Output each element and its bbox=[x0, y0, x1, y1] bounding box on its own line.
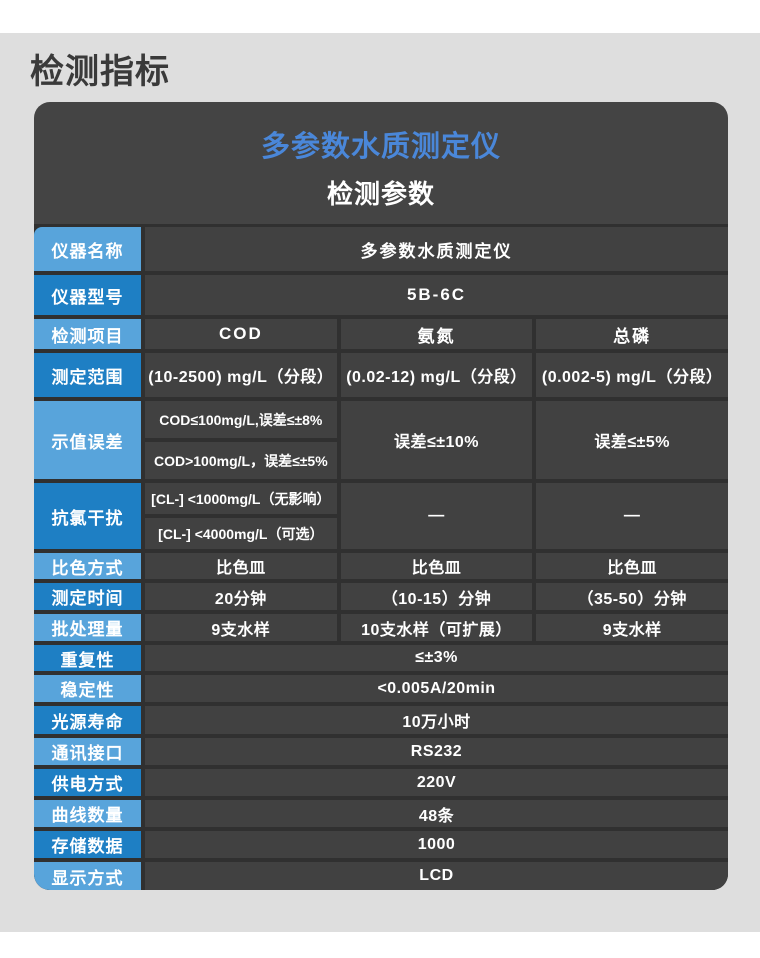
card-title: 多参数水质测定仪 bbox=[260, 131, 501, 163]
row-label-chloride-resistance: 抗氯干扰 bbox=[34, 483, 141, 549]
value-cell-measuring-time-2: （35-50）分钟 bbox=[536, 583, 728, 610]
value-cell-detection-items-2: 总磷 bbox=[536, 319, 728, 349]
value-cell-measuring-range-0: (10-2500) mg/L（分段） bbox=[145, 353, 337, 397]
row-label-measuring-time: 测定时间 bbox=[34, 583, 141, 610]
row-label-lamp-life: 光源寿命 bbox=[34, 706, 141, 734]
page-title: 检测指标 bbox=[30, 53, 170, 91]
row-label-repeatability: 重复性 bbox=[34, 645, 141, 671]
row-label-display-type: 显示方式 bbox=[34, 862, 141, 890]
spec-table: 仪器名称 多参数水质测定仪 仪器型号 5B-6C 检测项目 COD 氨氮 总磷测定范围 (10-… bbox=[34, 224, 728, 890]
row-label-stability: 稳定性 bbox=[34, 675, 141, 702]
value-cell-measuring-time-0: 20分钟 bbox=[145, 583, 337, 610]
value-cell-measuring-range-1: (0.02-12) mg/L（分段） bbox=[340, 353, 533, 397]
value-cell-power-supply-0: 220V bbox=[145, 769, 728, 796]
value-cell-lamp-life-0: 10万小时 bbox=[145, 706, 728, 734]
row-label-comm-interface: 通讯接口 bbox=[34, 738, 141, 765]
row-label-data-storage: 存储数据 bbox=[34, 831, 141, 858]
value-cell-chloride-resistance-1: — bbox=[340, 483, 533, 549]
value-cell-batch-capacity-1: 10支水样（可扩展） bbox=[340, 614, 533, 641]
row-label-model: 仪器型号 bbox=[34, 275, 141, 315]
value-cell-model-0: 5B-6C bbox=[145, 275, 728, 315]
value-cell-chloride-resistance-2: — bbox=[536, 483, 728, 549]
value-cell-display-type-0: LCD bbox=[145, 862, 728, 890]
row-label-detection-items: 检测项目 bbox=[34, 319, 141, 349]
value-subcell-chloride-resistance-0-1: [CL-] <4000mg/L（可选） bbox=[145, 518, 337, 549]
value-cell-stability-0: <0.005A/20min bbox=[145, 675, 728, 702]
value-cell-batch-capacity-2: 9支水样 bbox=[536, 614, 728, 641]
value-cell-data-storage-0: 1000 bbox=[145, 831, 728, 858]
value-cell-chloride-resistance-0: [CL-] <1000mg/L（无影响） [CL-] <4000mg/L（可选） bbox=[145, 483, 337, 549]
row-label-curve-count: 曲线数量 bbox=[34, 800, 141, 827]
value-cell-colorimetric-method-1: 比色皿 bbox=[340, 553, 533, 579]
value-cell-indication-error-1: 误差≤±10% bbox=[340, 401, 533, 479]
value-cell-measuring-range-2: (0.002-5) mg/L（分段） bbox=[536, 353, 728, 397]
value-cell-repeatability-0: ≤±3% bbox=[145, 645, 728, 671]
row-label-measuring-range: 测定范围 bbox=[34, 353, 141, 397]
value-cell-detection-items-1: 氨氮 bbox=[340, 319, 533, 349]
row-label-power-supply: 供电方式 bbox=[34, 769, 141, 796]
value-cell-instrument-name-0: 多参数水质测定仪 bbox=[145, 227, 728, 271]
card-subtitle: 检测参数 bbox=[326, 179, 435, 209]
value-cell-batch-capacity-0: 9支水样 bbox=[145, 614, 337, 641]
row-label-indication-error: 示值误差 bbox=[34, 401, 141, 479]
value-cell-colorimetric-method-2: 比色皿 bbox=[536, 553, 728, 579]
value-cell-detection-items-0: COD bbox=[145, 319, 337, 349]
value-subcell-indication-error-0-1: COD>100mg/L，误差≤±5% bbox=[145, 442, 337, 479]
spec-card: 多参数水质测定仪 检测参数 仪器名称 多参数水质测定仪 仪器型号 5B-6C 检测项目 C… bbox=[34, 102, 728, 890]
value-cell-indication-error-0: COD≤100mg/L,误差≤±8% COD>100mg/L，误差≤±5% bbox=[145, 401, 337, 479]
row-label-batch-capacity: 批处理量 bbox=[34, 614, 141, 641]
value-cell-curve-count-0: 48条 bbox=[145, 800, 728, 827]
value-subcell-indication-error-0-0: COD≤100mg/L,误差≤±8% bbox=[145, 401, 337, 438]
value-cell-colorimetric-method-0: 比色皿 bbox=[145, 553, 337, 579]
value-cell-measuring-time-1: （10-15）分钟 bbox=[340, 583, 533, 610]
value-cell-comm-interface-0: RS232 bbox=[145, 738, 728, 765]
row-label-instrument-name: 仪器名称 bbox=[34, 227, 141, 271]
row-label-colorimetric-method: 比色方式 bbox=[34, 553, 141, 579]
value-cell-indication-error-2: 误差≤±5% bbox=[536, 401, 728, 479]
value-subcell-chloride-resistance-0-0: [CL-] <1000mg/L（无影响） bbox=[145, 483, 337, 514]
